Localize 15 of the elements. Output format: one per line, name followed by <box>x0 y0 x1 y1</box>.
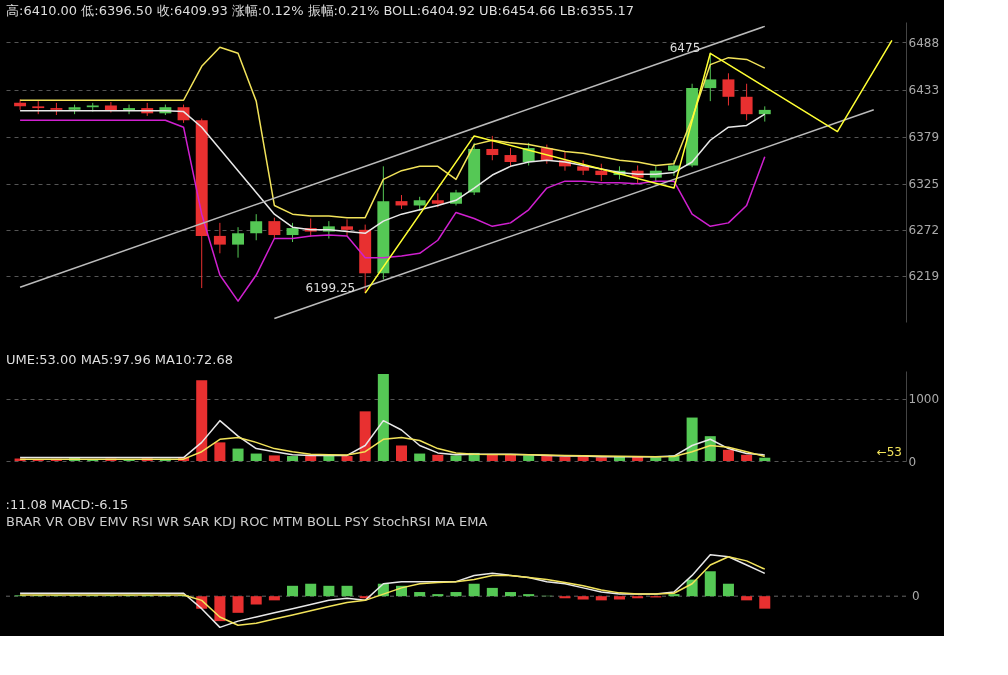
y-tick-label: 6488 <box>908 35 940 50</box>
annotation: ←53 <box>876 445 902 459</box>
chart-title: 高:6410.00 低:6396.50 收:6409.93 涨幅:0.12% 振幅:0.21% BOLL:6404.92 UB:6454.66 LB:6355.17 <box>6 3 635 18</box>
y-tick-label: 6219 <box>908 269 940 284</box>
chart-title: UME:53.00 MA5:97.96 MA10:72.68 <box>6 352 234 367</box>
annotation: 6475 <box>669 41 701 56</box>
chart-title: :11.08 MACD:-6.15 <box>5 497 129 512</box>
y-tick-label: 0 <box>908 454 917 469</box>
y-tick-label: 6379 <box>908 130 940 145</box>
y-tick-label: 1000 <box>908 392 940 407</box>
annotation: 6199.25 <box>305 281 356 296</box>
y-tick-label: 6272 <box>908 223 940 238</box>
text: BRAR VR OBV EMV RSI WR SAR KDJ ROC MTM BOLL PSY StochRSI MA EMA <box>6 514 488 529</box>
y-tick-label: 6433 <box>908 83 940 98</box>
y-tick-label: 6325 <box>908 177 940 192</box>
